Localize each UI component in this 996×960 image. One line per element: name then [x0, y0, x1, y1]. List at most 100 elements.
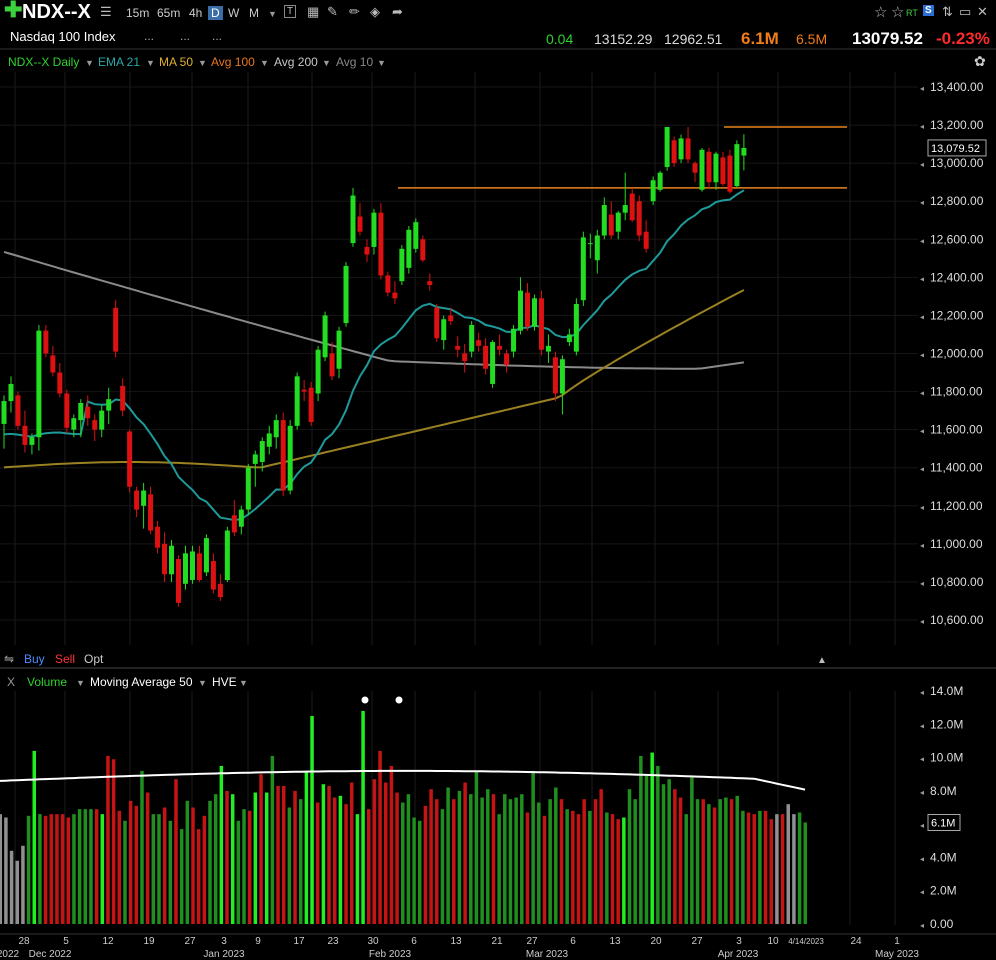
info-dots-1[interactable]: ... — [144, 29, 155, 43]
volume-bar — [389, 765, 394, 924]
candle-body — [224, 530, 230, 580]
volume-bar — [486, 789, 490, 924]
legend-avg10[interactable]: Avg 10 — [336, 55, 374, 69]
volume-dropdown-icon[interactable]: ▼ — [76, 678, 85, 688]
candle-body — [615, 212, 621, 232]
candle-body — [622, 205, 628, 213]
timeframe-weekly[interactable]: W — [228, 6, 240, 20]
legend-avg100-dropdown-icon[interactable]: ▼ — [260, 58, 269, 68]
volume-bar — [548, 799, 552, 924]
volume-bar — [338, 795, 343, 924]
trade-swap-icon[interactable]: ⇋ — [4, 652, 15, 666]
volume-label[interactable]: Volume — [27, 675, 68, 689]
volume-bar — [412, 817, 416, 924]
info-dots-3[interactable]: ... — [212, 29, 223, 43]
candle-body — [294, 376, 300, 426]
candle-body — [587, 243, 593, 245]
columns-icon[interactable]: ☰ — [100, 4, 112, 19]
info-dots-2[interactable]: ... — [180, 29, 191, 43]
symbol-title[interactable]: NDX--X — [22, 1, 91, 23]
hve-label[interactable]: HVE — [212, 675, 237, 689]
volume-bar — [678, 797, 683, 924]
volume-bar — [293, 790, 297, 924]
price-tick-mark: ◂ — [920, 274, 924, 283]
candle-body — [210, 560, 216, 590]
date-tick-label: 28 — [18, 936, 30, 947]
date-tick-label: 9 — [255, 936, 261, 947]
date-tick-label: 6 — [411, 936, 417, 947]
price-tick-label: 10,800.00 — [930, 575, 984, 589]
candle-body — [36, 330, 42, 438]
date-tick-label: 24 — [850, 936, 862, 947]
minimize-icon[interactable]: ▭ — [959, 4, 972, 19]
buy-button[interactable]: Buy — [24, 652, 45, 666]
volume-ma-dropdown-icon[interactable]: ▼ — [198, 678, 207, 688]
tag-icon[interactable]: ◈ — [370, 4, 380, 19]
candle-body — [643, 231, 649, 249]
volume-bar — [202, 815, 207, 924]
layout-icon[interactable]: ▦ — [307, 4, 320, 19]
expand-icon[interactable]: ⇅ — [942, 4, 953, 19]
timeframe-daily[interactable]: D — [208, 6, 223, 20]
legend-avg100[interactable]: Avg 100 — [211, 55, 255, 69]
volume-bar — [378, 750, 382, 924]
timeframe-monthly[interactable]: M — [249, 6, 259, 20]
timeframe-dropdown-icon[interactable]: ▼ — [268, 9, 277, 19]
close-volume-panel-icon[interactable]: X — [7, 675, 16, 689]
candle-body — [113, 307, 119, 352]
timeframe-65m[interactable]: 65m — [157, 6, 181, 20]
candle-body — [29, 437, 35, 445]
template-icon[interactable]: T — [284, 5, 297, 18]
volume-bar — [775, 814, 779, 924]
star-outline-icon[interactable]: ☆ — [891, 4, 905, 21]
legend-ema21[interactable]: EMA 21 — [98, 55, 141, 69]
candle-body — [120, 385, 126, 411]
volume-bar — [520, 794, 524, 924]
options-button[interactable]: Opt — [84, 652, 104, 666]
legend-avg200-dropdown-icon[interactable]: ▼ — [322, 58, 331, 68]
volume-bar — [401, 802, 405, 924]
quote-low: 12962.51 — [664, 31, 723, 47]
volume-bar — [140, 770, 144, 924]
volume-ma-label[interactable]: Moving Average 50 — [90, 675, 193, 689]
price-tick-mark: ◂ — [920, 579, 924, 588]
sell-button[interactable]: Sell — [55, 652, 76, 666]
collapse-panel-icon[interactable]: ▲ — [817, 655, 827, 666]
volume-bar — [571, 810, 575, 924]
date-tick-label: 1 — [894, 936, 900, 947]
candle-body — [692, 163, 698, 173]
annotate-icon[interactable]: ✎ — [327, 4, 338, 19]
candle-body — [127, 431, 133, 487]
volume-bar — [89, 809, 93, 924]
realtime-icon[interactable]: RT — [906, 8, 918, 18]
volume-bar — [763, 810, 768, 924]
palette-icon[interactable]: ✿ — [974, 53, 986, 69]
legend-avg200[interactable]: Avg 200 — [274, 55, 318, 69]
close-icon[interactable]: ✕ — [977, 4, 988, 19]
price-tick-label: 12,000.00 — [930, 347, 984, 361]
candle-body — [336, 330, 342, 369]
share-icon[interactable]: ➦ — [392, 4, 403, 19]
price-tick-mark: ◂ — [920, 465, 924, 474]
timeframe-4h[interactable]: 4h — [189, 6, 203, 20]
legend-ema21-dropdown-icon[interactable]: ▼ — [146, 58, 155, 68]
add-symbol-icon[interactable]: ✚ — [4, 0, 23, 22]
date-tick-label: 23 — [327, 936, 339, 947]
pencil-icon[interactable]: ✏ — [349, 4, 360, 19]
star-icon[interactable]: ☆ — [874, 4, 888, 21]
hve-dropdown-icon[interactable]: ▼ — [239, 678, 248, 688]
legend-symbol[interactable]: NDX--X Daily — [8, 55, 80, 69]
legend-symbol-dropdown-icon[interactable]: ▼ — [85, 58, 94, 68]
candle-body — [685, 138, 691, 160]
price-tick-label: 12,600.00 — [930, 232, 984, 246]
timeframe-15m[interactable]: 15m — [126, 6, 150, 20]
volume-ma-line — [0, 769, 806, 791]
volume-bar — [514, 797, 518, 924]
scan-icon[interactable]: S — [923, 5, 934, 16]
volume-bar — [724, 797, 728, 924]
legend-avg10-dropdown-icon[interactable]: ▼ — [377, 58, 386, 68]
legend-ma50[interactable]: MA 50 — [159, 55, 194, 69]
legend-ma50-dropdown-icon[interactable]: ▼ — [198, 58, 207, 68]
date-tick-label: 5 — [63, 936, 69, 947]
